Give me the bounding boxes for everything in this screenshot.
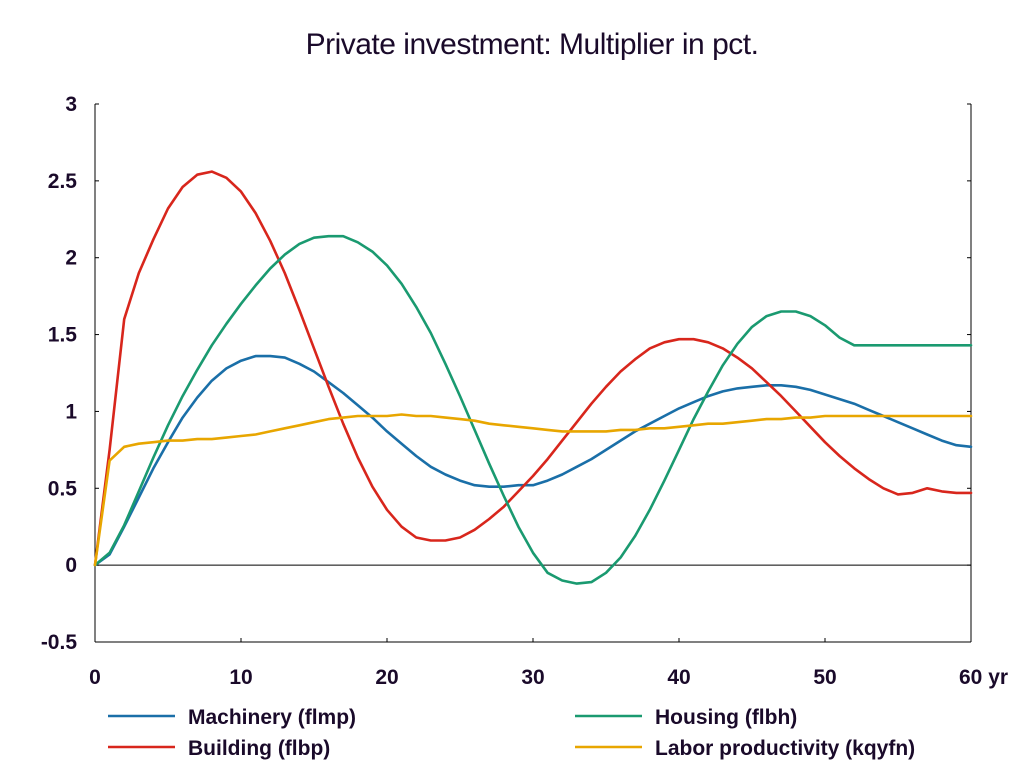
x-tick-label: 20 <box>375 666 398 689</box>
y-tick-label: 1.5 <box>48 324 78 347</box>
legend-label: Labor productivity (kqyfn) <box>655 737 915 760</box>
series-line-3 <box>93 234 973 585</box>
x-tick-label: 40 <box>667 666 690 689</box>
x-tick-label: 10 <box>229 666 252 689</box>
legend-label: Machinery (flmp) <box>188 706 356 729</box>
x-tick-label: 0 <box>89 666 101 689</box>
legend-item-2: Building (flbp) <box>108 737 330 760</box>
legend-item-4: Labor productivity (kqyfn) <box>575 737 915 760</box>
y-tick-label: 0 <box>65 554 77 577</box>
legend-item-3: Housing (flbh) <box>575 706 797 729</box>
y-tick-label: 1 <box>65 400 77 423</box>
legend-item-1: Machinery (flmp) <box>108 706 356 729</box>
chart-title: Private investment: Multiplier in pct. <box>305 28 759 61</box>
x-tick-label: 60 yr <box>959 666 1008 689</box>
y-tick-label: 2.5 <box>48 170 78 193</box>
legend: Machinery (flmp) Building (flbp) Housing (… <box>108 706 915 760</box>
series-layer <box>93 170 973 585</box>
y-tick-label: 3 <box>65 93 77 116</box>
legend-label: Building (flbp) <box>188 737 330 760</box>
legend-label: Housing (flbh) <box>655 706 797 729</box>
y-tick-label: 0.5 <box>48 477 78 500</box>
series-line-1 <box>93 354 973 567</box>
series-line-2 <box>93 170 973 567</box>
axes-layer: -0.500.511.522.530 10 20 30 40 50 60 yr <box>41 93 1008 689</box>
y-tick-label: -0.5 <box>41 631 78 654</box>
series-line-4 <box>93 413 973 567</box>
x-tick-label: 30 <box>521 666 544 689</box>
x-tick-label: 50 <box>813 666 836 689</box>
y-tick-label: 2 <box>65 247 77 270</box>
